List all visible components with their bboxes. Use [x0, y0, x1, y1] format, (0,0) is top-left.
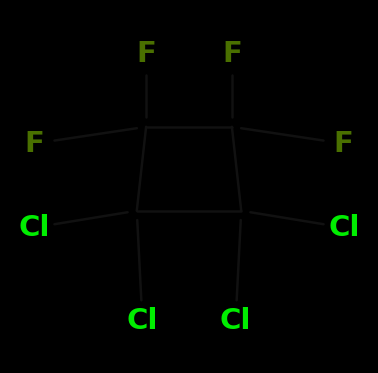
- Text: Cl: Cl: [127, 307, 158, 335]
- Text: Cl: Cl: [220, 307, 251, 335]
- Text: F: F: [24, 129, 44, 158]
- Text: Cl: Cl: [328, 213, 359, 242]
- Text: F: F: [334, 129, 354, 158]
- Text: F: F: [222, 40, 242, 68]
- Text: Cl: Cl: [19, 213, 50, 242]
- Text: F: F: [136, 40, 156, 68]
